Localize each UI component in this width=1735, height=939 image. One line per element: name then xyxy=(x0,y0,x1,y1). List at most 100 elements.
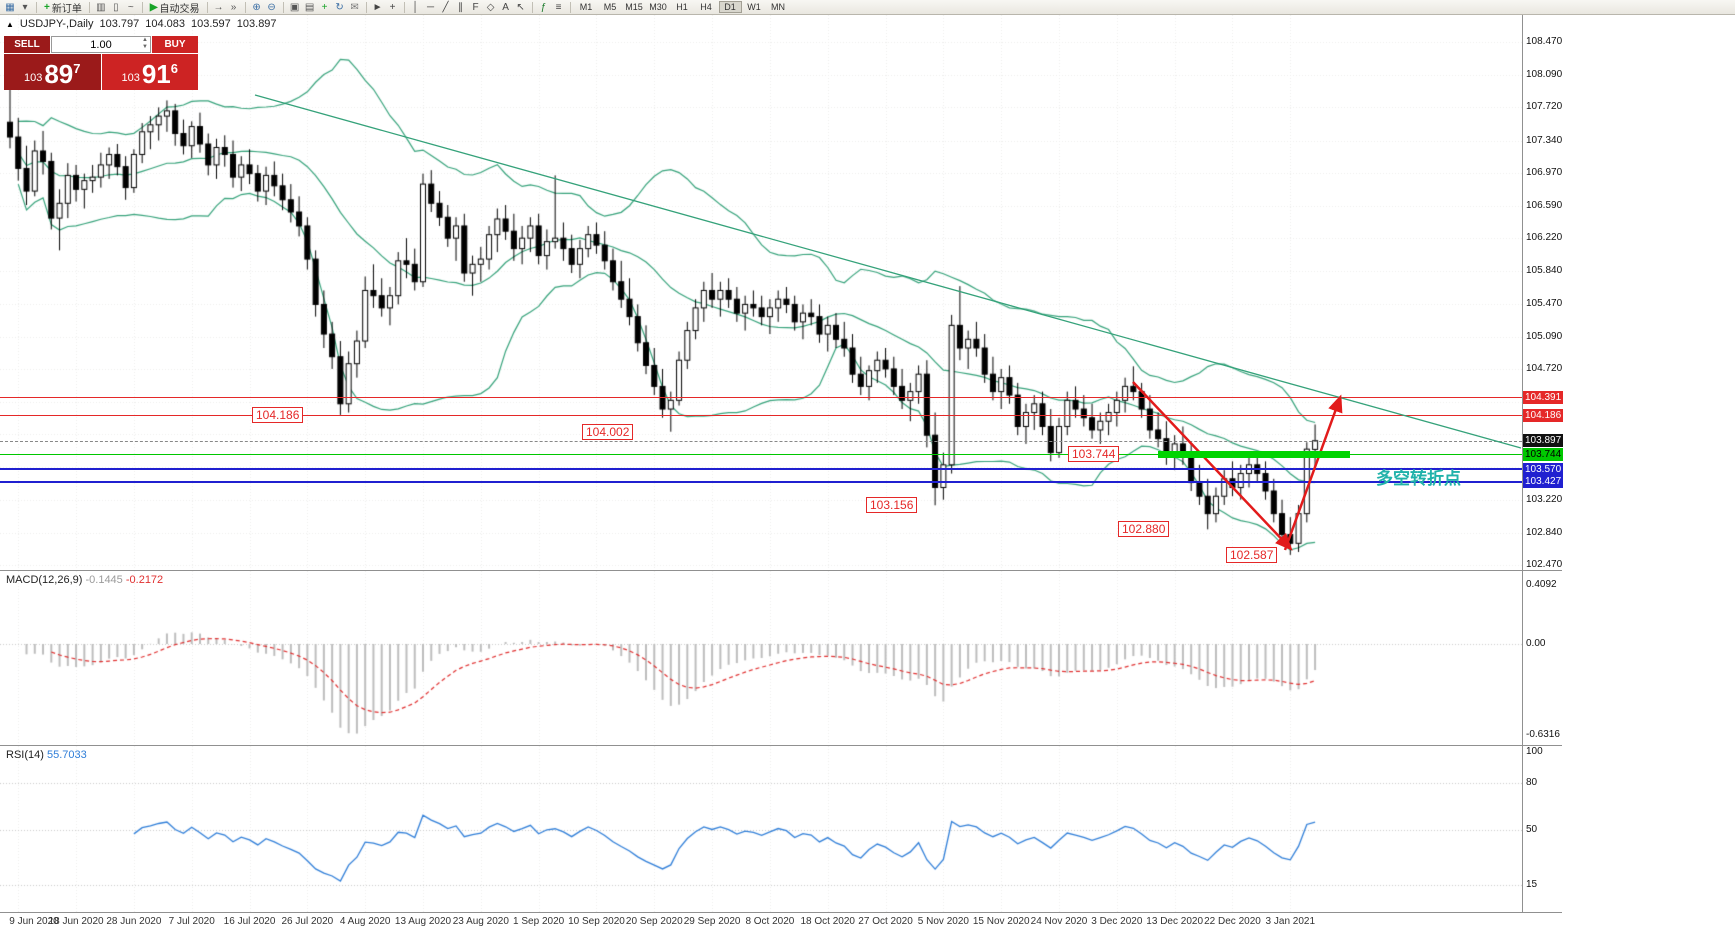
price-callout-104.002[interactable]: 104.002 xyxy=(582,424,634,440)
price-axis-label: 106.970 xyxy=(1526,167,1563,178)
sell-button[interactable]: SELL xyxy=(4,36,50,53)
timeframe-m5[interactable]: M5 xyxy=(603,2,617,12)
toolbar-separator xyxy=(569,1,571,13)
crosshair-icon[interactable]: + xyxy=(389,1,396,13)
refresh-icon[interactable]: ↻ xyxy=(335,1,344,13)
tile-windows-icon[interactable]: ▣ xyxy=(289,1,300,13)
turning-point-annotation[interactable]: 多空转折点 xyxy=(1376,469,1461,488)
time-axis[interactable]: 9 Jun 2020 18 Jun 2020 28 Jun 2020 7 Jul 20… xyxy=(0,913,1735,939)
price-axis-label: 107.720 xyxy=(1526,101,1563,112)
buy-button[interactable]: BUY xyxy=(152,36,198,53)
price-callout-102.587[interactable]: 102.587 xyxy=(1226,547,1278,563)
timeframe-m30[interactable]: M30 xyxy=(649,2,667,12)
toolbar-separator xyxy=(282,1,284,13)
price-callout-104.186[interactable]: 104.186 xyxy=(252,407,304,423)
level-line-103.427[interactable] xyxy=(0,481,1522,483)
indicators-icon[interactable]: ƒ xyxy=(540,1,547,13)
auto-trading-button[interactable]: ▶ 自动交易 xyxy=(147,1,203,15)
vertical-line-icon[interactable]: │ xyxy=(412,1,419,13)
text-icon[interactable]: A xyxy=(502,1,509,13)
buy-price-display[interactable]: 103 91 6 xyxy=(101,54,198,90)
zoom-in-icon[interactable]: ⊕ xyxy=(252,1,261,13)
price-callout-103.156[interactable]: 103.156 xyxy=(866,497,918,513)
date-label: 24 Nov 2020 xyxy=(1030,916,1088,927)
toolbar-separator xyxy=(206,1,208,13)
price-callout-102.880[interactable]: 102.880 xyxy=(1118,521,1170,537)
mail-icon[interactable]: ✉ xyxy=(350,1,359,13)
date-label: 5 Nov 2020 xyxy=(917,916,969,927)
date-label: 3 Jan 2021 xyxy=(1265,916,1316,927)
spin-down-icon[interactable]: ▼ xyxy=(142,44,148,50)
fibonacci-icon[interactable]: F xyxy=(472,1,479,13)
timeframe-w1[interactable]: W1 xyxy=(747,2,761,12)
date-label: 22 Dec 2020 xyxy=(1204,916,1261,927)
timeframe-h1[interactable]: H1 xyxy=(676,2,688,12)
horizontal-line-icon[interactable]: ─ xyxy=(427,1,435,13)
sell-price-display[interactable]: 103 89 7 xyxy=(4,54,101,90)
plus-icon[interactable]: + xyxy=(321,1,328,13)
timeframe-m1[interactable]: M1 xyxy=(579,2,593,12)
shapes-icon[interactable]: ◇ xyxy=(486,1,495,13)
price-axis-label: 107.340 xyxy=(1526,135,1563,146)
price-axis-box-104.391: 104.391 xyxy=(1523,391,1563,404)
date-label: 23 Aug 2020 xyxy=(452,916,509,927)
date-label: 4 Aug 2020 xyxy=(339,916,391,927)
volume-input[interactable]: 1.00 ▲ ▼ xyxy=(51,36,151,53)
cursor-icon[interactable]: ► xyxy=(372,1,383,13)
time-axis-separator xyxy=(0,912,1562,913)
new-window-icon[interactable]: ▤ xyxy=(304,1,315,13)
rsi-panel-canvas[interactable] xyxy=(0,746,1522,912)
level-line-103.744[interactable] xyxy=(0,454,1522,455)
level-line-104.186[interactable] xyxy=(0,415,1522,416)
new-chart-icon[interactable]: ▦ xyxy=(5,1,15,13)
macd-axis-label: 0.00 xyxy=(1526,638,1546,649)
auto-trading-icon: ▶ xyxy=(149,1,158,13)
sell-price-prefix: 103 xyxy=(23,72,43,84)
chart-list-icon[interactable]: ▾ xyxy=(22,1,28,13)
current-price-line[interactable] xyxy=(0,441,1522,442)
new-order-button[interactable]: + 新订单 xyxy=(41,1,85,15)
zoom-out-icon[interactable]: ⊖ xyxy=(267,1,276,13)
price-axis[interactable]: 104.391 104.186 103.897 103.744 103.570 103.4… xyxy=(1522,15,1570,912)
level-line-104.391[interactable] xyxy=(0,397,1522,398)
chart-line-icon[interactable]: ~ xyxy=(127,1,134,13)
price-chart-canvas[interactable] xyxy=(0,15,1522,570)
price-callout-103.744[interactable]: 103.744 xyxy=(1068,446,1120,462)
date-label: 28 Jun 2020 xyxy=(106,916,162,927)
spin-up-icon[interactable]: ▲ xyxy=(142,37,148,43)
price-axis-label: 105.090 xyxy=(1526,331,1563,342)
date-label: 8 Oct 2020 xyxy=(745,916,795,927)
toolbar-separator xyxy=(244,1,246,13)
timeframe-m15[interactable]: M15 xyxy=(625,2,643,12)
panel-separator[interactable] xyxy=(0,745,1562,746)
price-axis-box-103.427: 103.427 xyxy=(1523,475,1563,488)
panel-separator[interactable] xyxy=(0,570,1562,571)
chart-candles-icon[interactable]: ▯ xyxy=(113,1,119,13)
timeframe-mn[interactable]: MN xyxy=(771,2,786,12)
macd-main-value: -0.1445 xyxy=(85,574,123,586)
volume-spinner: ▲ ▼ xyxy=(142,37,148,51)
ohlc-open: 103.797 xyxy=(99,18,140,30)
arrow-tool-icon[interactable]: ↖ xyxy=(516,1,525,13)
price-axis-label: 102.470 xyxy=(1526,559,1563,570)
toolbar-separator xyxy=(88,1,90,13)
channel-icon[interactable]: ∥ xyxy=(458,1,464,13)
timeframe-d1[interactable]: D1 xyxy=(718,1,742,13)
symbol-name: USDJPY-,Daily xyxy=(19,18,94,30)
macd-panel-canvas[interactable] xyxy=(0,571,1522,745)
macd-axis-label: 0.4092 xyxy=(1526,579,1557,590)
date-label: 1 Sep 2020 xyxy=(513,916,565,927)
support-zone-bar[interactable] xyxy=(1158,451,1350,458)
objects-list-icon[interactable]: ≡ xyxy=(555,1,562,13)
auto-scroll-icon[interactable]: » xyxy=(230,1,237,13)
one-click-trading-panel: SELL 1.00 ▲ ▼ BUY 103 89 7 103 91 6 xyxy=(4,36,198,90)
sell-price-big: 89 xyxy=(44,59,74,89)
new-order-icon: + xyxy=(44,1,50,13)
trendline-icon[interactable]: ╱ xyxy=(442,1,449,13)
date-label: 13 Dec 2020 xyxy=(1146,916,1204,927)
shift-chart-icon[interactable]: → xyxy=(213,1,224,13)
rsi-label-text: RSI(14) xyxy=(6,749,44,761)
level-line-103.570[interactable] xyxy=(0,468,1522,470)
timeframe-h4[interactable]: H4 xyxy=(700,2,712,12)
chart-bars-icon[interactable]: ▥ xyxy=(96,1,106,13)
